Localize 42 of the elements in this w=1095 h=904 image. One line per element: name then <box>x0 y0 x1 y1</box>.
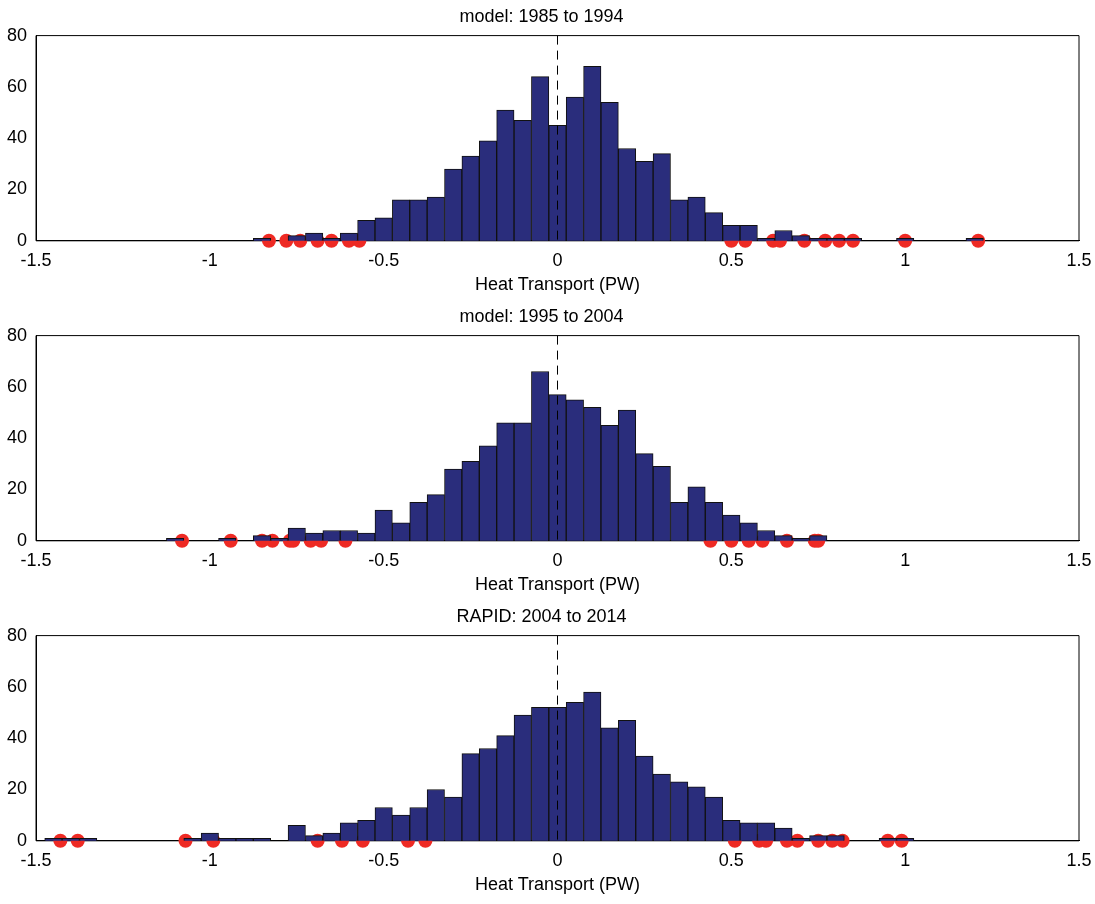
x-tick-label: 1 <box>900 549 911 570</box>
x-axis-title: Heat Transport (PW) <box>474 274 641 295</box>
y-tick-label: 80 <box>6 324 28 345</box>
y-tick-label: 60 <box>6 675 28 696</box>
y-tick-label: 80 <box>6 24 28 45</box>
x-tick-label: -1.5 <box>20 549 52 570</box>
chart-title: model: 1995 to 2004 <box>459 305 624 326</box>
y-tick-label: 40 <box>6 127 28 148</box>
chart-title: model: 1985 to 1994 <box>459 5 624 26</box>
y-tick-label: 20 <box>6 478 28 499</box>
x-tick-label: 1.5 <box>1066 249 1092 270</box>
x-tick-label: 1 <box>900 849 911 870</box>
y-tick-label: 80 <box>6 624 28 645</box>
x-axis-title: Heat Transport (PW) <box>474 874 641 895</box>
x-tick-label: -0.5 <box>368 549 400 570</box>
x-tick-label: -1 <box>201 249 218 270</box>
y-tick-label: 20 <box>6 778 28 799</box>
x-tick-label: -0.5 <box>368 849 400 870</box>
x-tick-label: 1.5 <box>1066 849 1092 870</box>
y-tick-label: 60 <box>6 75 28 96</box>
y-tick-label: 60 <box>6 375 28 396</box>
x-tick-label: 0 <box>552 549 563 570</box>
x-axis-title: Heat Transport (PW) <box>474 574 641 595</box>
x-tick-label: 0.5 <box>718 549 744 570</box>
x-tick-label: -1 <box>201 849 218 870</box>
x-tick-label: 0 <box>552 249 563 270</box>
x-tick-label: -1 <box>201 549 218 570</box>
y-tick-label: 40 <box>6 427 28 448</box>
x-tick-label: 0 <box>552 849 563 870</box>
y-tick-label: 20 <box>6 178 28 199</box>
y-tick-label: 0 <box>17 829 28 850</box>
y-tick-label: 0 <box>17 229 28 250</box>
x-tick-label: -1.5 <box>20 249 52 270</box>
x-tick-label: 0.5 <box>718 849 744 870</box>
x-tick-label: 0.5 <box>718 249 744 270</box>
y-tick-label: 0 <box>17 529 28 550</box>
x-tick-label: 1.5 <box>1066 549 1092 570</box>
chart-title: RAPID: 2004 to 2014 <box>456 605 627 626</box>
x-tick-label: -0.5 <box>368 249 400 270</box>
y-tick-label: 40 <box>6 727 28 748</box>
x-tick-label: 1 <box>900 249 911 270</box>
x-tick-label: -1.5 <box>20 849 52 870</box>
